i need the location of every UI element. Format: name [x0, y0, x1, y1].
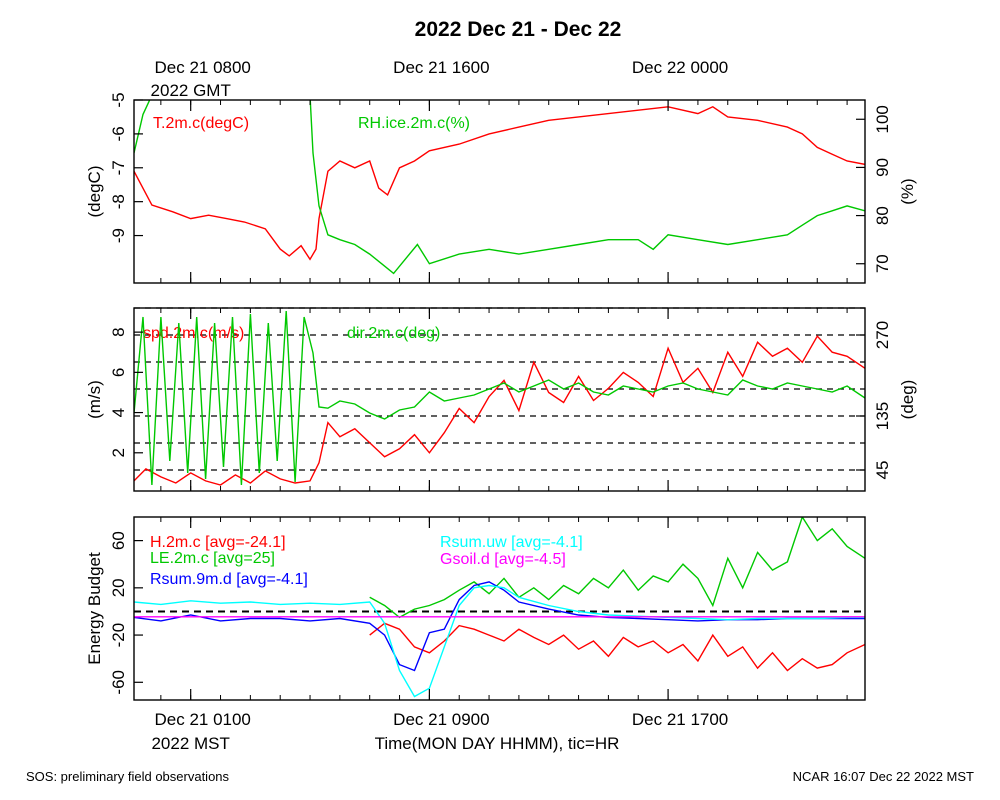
top-time-tick-label: Dec 21 0800 — [154, 58, 250, 77]
right-y-axis-label: (deg) — [898, 380, 917, 420]
panel-wind: spd.2m.c(m/s) dir.2m.c(deg) 2 4 6 8 (m/s) 45 135… — [85, 307, 917, 492]
left-y-tick-label: 20 — [109, 578, 128, 597]
right-y-tick-label: 70 — [873, 254, 892, 273]
top-time-tick-label: Dec 21 1600 — [393, 58, 489, 77]
right-y-tick-label: 100 — [873, 105, 892, 133]
bottom-time-zone-label: 2022 MST — [151, 734, 229, 753]
top-time-zone-label: 2022 GMT — [151, 81, 231, 100]
left-y-tick-label: -60 — [109, 670, 128, 695]
series-line-le-2m-c-avg-25 — [369, 517, 865, 619]
panel-energy-budget: H.2m.c [avg=-24.1]LE.2m.c [avg=25] Rsum.9… — [85, 516, 866, 701]
bottom-time-tick-label: Dec 21 0900 — [393, 710, 489, 729]
panel-temperature-humidity: T.2m.c(degC) RH.ice.2m.c(%) -9 -8 -7 -6 -5 (deg… — [85, 92, 917, 284]
chart-title: 2022 Dec 21 - Dec 22 — [415, 18, 622, 41]
legend-entry-dir-2m-c-deg: dir.2m.c(deg) — [347, 325, 440, 342]
right-y-axis-label: (%) — [898, 178, 917, 204]
left-y-axis-label: Energy Budget — [85, 552, 104, 665]
legend-entry-spd-2m-c-m-s: spd.2m.c(m/s) — [143, 325, 244, 342]
panel-frame — [133, 307, 866, 492]
left-y-tick-label: -9 — [109, 228, 128, 243]
legend-entry-h-2m-c-avg-24-1: H.2m.c [avg=-24.1] — [150, 534, 286, 551]
left-y-axis-label: (m/s) — [85, 380, 104, 419]
legend-entry-rsum-uw-avg-4-1: Rsum.uw [avg=-4.1] — [440, 534, 583, 551]
series-line-h-2m-c-avg-24-1 — [369, 622, 865, 672]
left-y-axis-label: (degC) — [85, 166, 104, 218]
left-y-tick-label: 4 — [109, 408, 128, 417]
bottom-time-tick-label: Dec 21 0100 — [154, 710, 250, 729]
right-y-tick-label: 135 — [873, 402, 892, 430]
bottom-mst-time-axis: Dec 21 0100 2022 MST Dec 21 0900 Dec 21 170… — [151, 710, 728, 753]
right-y-tick-label: 270 — [873, 321, 892, 349]
left-y-tick-label: 8 — [109, 327, 128, 336]
bottom-time-tick-label: Dec 21 1700 — [632, 710, 728, 729]
left-y-tick-label: 2 — [109, 448, 128, 457]
left-y-tick-label: -20 — [109, 623, 128, 648]
right-y-tick-label: 90 — [873, 158, 892, 177]
series-line-rh-ice-2m-c — [134, 100, 865, 275]
top-time-tick-label: Dec 22 0000 — [632, 58, 728, 77]
left-y-tick-label: -6 — [109, 126, 128, 141]
footer-left: SOS: preliminary field observations — [26, 769, 230, 784]
series-line-rsum-uw-avg-4-1 — [134, 584, 865, 698]
left-y-tick-label: -7 — [109, 160, 128, 175]
left-y-tick-label: -5 — [109, 92, 128, 107]
right-y-tick-label: 45 — [873, 461, 892, 480]
panel-frame — [133, 516, 866, 701]
top-gmt-time-axis: Dec 21 0800 2022 GMT Dec 21 1600 Dec 22 000… — [151, 58, 729, 100]
left-y-tick-label: 6 — [109, 368, 128, 377]
legend-entry-rh-ice-2m-c: RH.ice.2m.c(%) — [358, 115, 470, 132]
legend-entry-rsum-9m-d-avg-4-1: Rsum.9m.d [avg=-4.1] — [150, 571, 308, 588]
legend-entry-t-2m-c-degc: T.2m.c(degC) — [153, 115, 249, 132]
legend-entry-gsoil-d-avg-4-5: Gsoil.d [avg=-4.5] — [440, 551, 566, 568]
left-y-tick-label: -8 — [109, 194, 128, 209]
legend-entry-le-2m-c-avg-25: LE.2m.c [avg=25] — [150, 550, 275, 567]
series-line-t-2m-c-degc — [134, 106, 865, 261]
footer-right: NCAR 16:07 Dec 22 2022 MST — [793, 769, 974, 784]
left-y-tick-label: 60 — [109, 531, 128, 550]
right-y-tick-label: 80 — [873, 206, 892, 225]
series-line-spd-2m-c-m-s — [134, 335, 865, 486]
x-axis-label: Time(MON DAY HHMM), tic=HR — [375, 734, 620, 753]
panel-frame — [133, 99, 866, 284]
series-line-dir-2m-c-deg — [134, 310, 865, 486]
